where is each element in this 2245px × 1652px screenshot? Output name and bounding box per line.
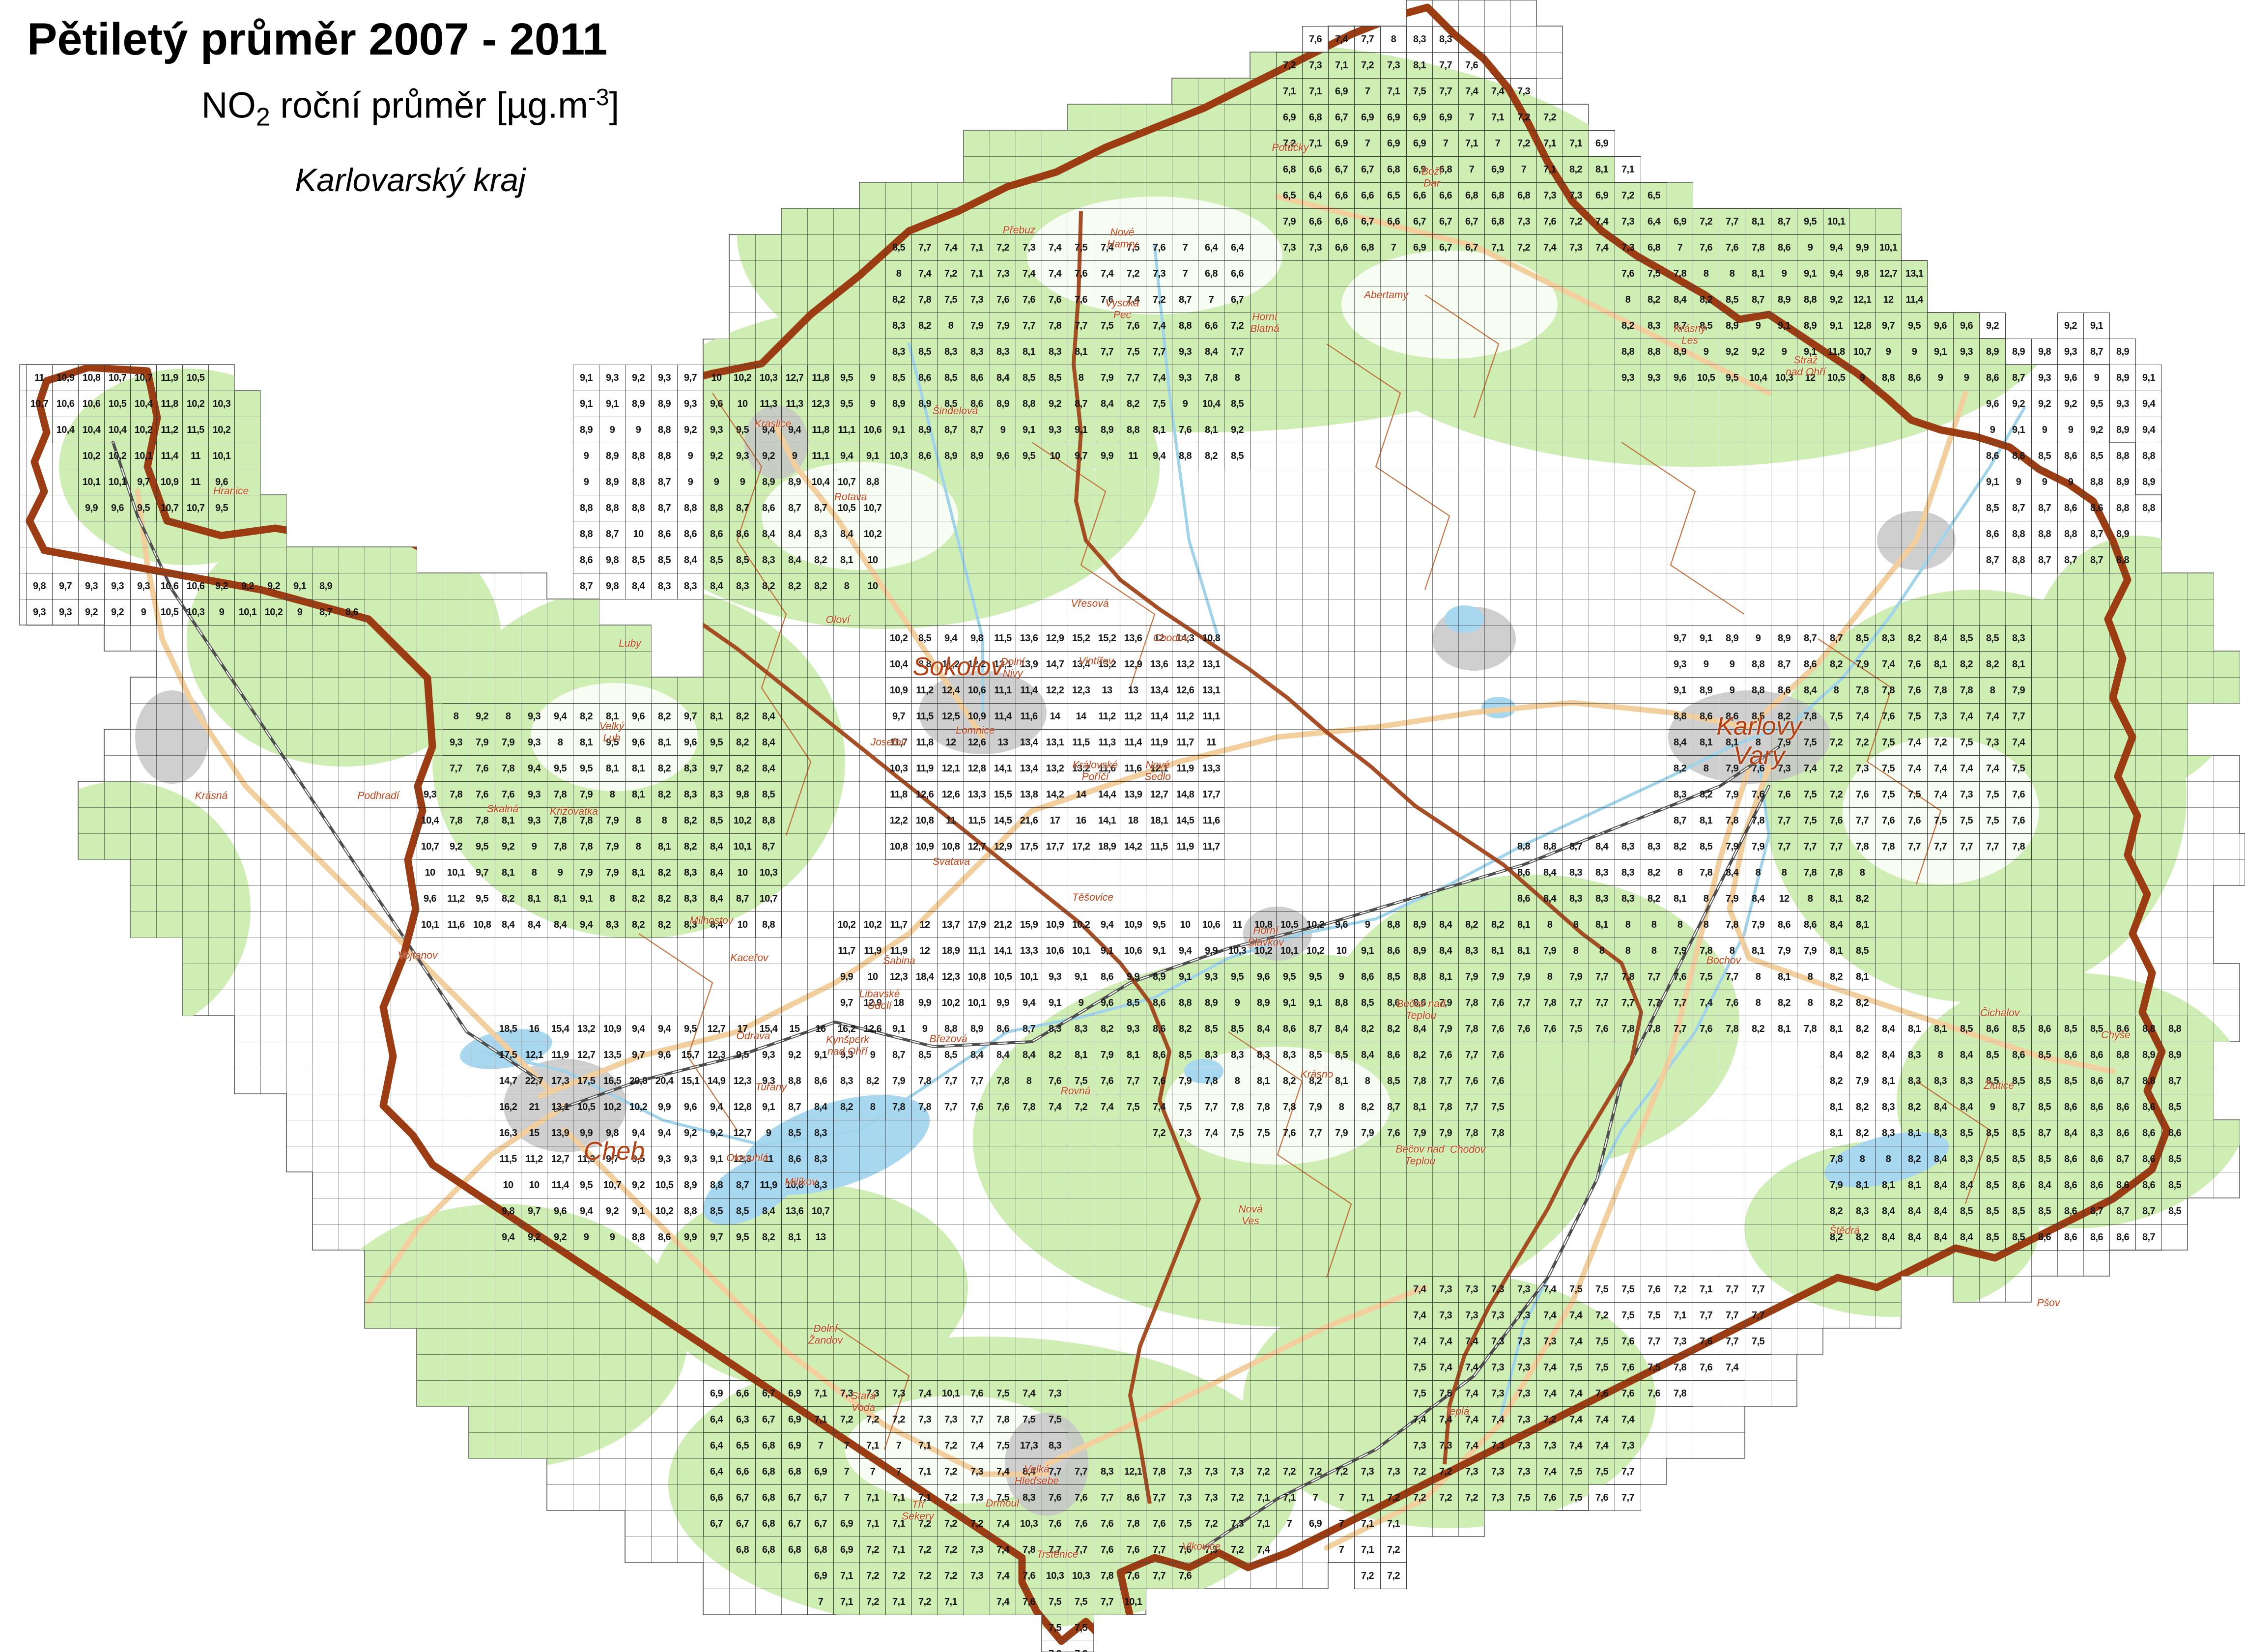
town-label: Vysoká Pec [1105,297,1139,320]
town-label: Nové Hamry [1107,227,1137,250]
town-label: Josefov [870,737,907,748]
town-label: Trstěnice [1036,1549,1079,1561]
town-label: Krásno [1300,1069,1334,1081]
town-label: Dolní Žandov [808,1323,843,1346]
town-label: Bečov nad Teplou [1396,998,1446,1021]
town-label: Žlutice [1984,1080,2014,1092]
town-label: Podhradí [357,790,399,802]
town-label: Drmoul [986,1498,1019,1510]
town-label: Boží Dar [1421,166,1443,189]
town-label: Čichalov [1980,1007,2020,1019]
grid-cell: 10 [859,573,886,599]
major-town-label: Cheb [583,1137,645,1166]
town-label: Březová [929,1033,967,1045]
town-label: Těšovice [1072,892,1114,904]
title-block: Pětiletý průměr 2007 - 2011 NO2 roční pr… [27,14,794,199]
town-label: Velká Hleďsebe [1014,1463,1059,1486]
town-label: Kraslice [754,418,792,430]
town-label: Horní Blatná [1250,311,1279,334]
town-label: Hranice [213,485,249,497]
town-label: Královské Poříčí [1072,759,1118,782]
town-label: Bečov nad Teplou [1395,1143,1445,1167]
town-label: Pšov [2037,1297,2060,1309]
town-label: Okrouhlá [726,1152,768,1164]
town-label: Stráž nad Ohří [1786,354,1826,377]
town-label: Šabina [883,955,915,967]
town-label: Oloví [825,614,850,626]
town-label: Lomnice [956,725,995,737]
town-label: Milíkov [785,1176,817,1188]
town-label: Luby [619,638,641,650]
district-borders [623,211,1643,1504]
grid-cell: 11,7 [1198,833,1224,860]
town-label: Vintířov [1079,655,1114,667]
grid-cell: 9,5 [208,495,235,521]
town-label: Vlkovice [1182,1541,1221,1553]
town-label: Krásný Les [1674,323,1706,346]
town-label: Potůčky [1272,142,1309,154]
town-label: Libavské Údolí [859,988,900,1011]
town-label: Křižovatka [549,806,598,818]
town-label: Odrava [736,1030,770,1042]
region-name: Karlovarský kraj [295,162,526,199]
town-label: Nové Sedlo [1144,759,1171,782]
map-title: Pětiletý průměr 2007 - 2011 [27,14,608,64]
town-label: Vřesová [1071,598,1109,610]
town-label: Horní Slavkov [1248,925,1284,948]
town-label: Nová Ves [1238,1203,1263,1226]
town-label: Svatava [933,856,970,868]
town-label: Milhostov [689,915,734,927]
town-label: Krásná [195,790,228,802]
grid-cell: 8,8 [755,911,782,938]
town-label: Stará Voda [851,1390,876,1413]
town-label: Kynšperk nad Ohří [826,1034,869,1057]
town-label: Tuřany [755,1082,787,1093]
town-label: Bochov [1706,955,1741,967]
grid-cell: 8,5 [1224,443,1250,469]
town-label: Skalná [486,803,519,815]
town-label: Kaceřov [730,952,768,964]
town-label: Abertamy [1364,289,1408,301]
town-label: Dolní Nivy [1000,656,1025,679]
town-label: Vojtanov [398,950,438,962]
town-label: Chyše [2101,1029,2131,1041]
major-town-label: Sokolov [912,653,1004,681]
town-label: Rovná [1060,1085,1091,1097]
town-label: Chodov [1153,632,1189,644]
town-label: Teplá [1444,1406,1470,1418]
town-label: Šindelová [932,405,978,417]
town-label: Chodov [1449,1144,1486,1156]
town-label: Velký Luh [599,720,625,743]
town-label: Přebuz [1002,225,1036,236]
town-label: Rotava [834,491,867,503]
town-label: Tři Sekery [902,1499,934,1522]
major-town-label: Karlovy Vary [1716,712,1802,770]
map-subtitle: NO2 roční průměr [µg.m-3] [201,85,620,132]
grid-cell: 8,6 [339,599,365,626]
grid-cell: 7,8 [1484,1120,1511,1146]
town-label: Štědrá [1829,1225,1860,1237]
